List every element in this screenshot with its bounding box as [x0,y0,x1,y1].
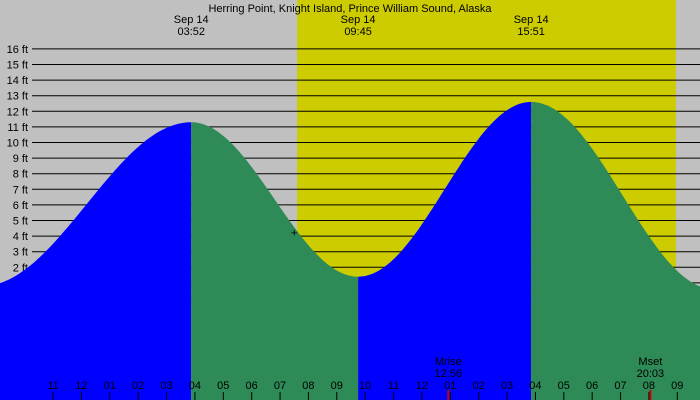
y-tick-label: 15 ft [7,60,28,72]
x-tick-label: 08 [643,380,655,392]
extreme-time-label: 09:45 [344,26,372,38]
x-tick-label: 01 [104,380,116,392]
chart-title: Herring Point, Knight Island, Prince Wil… [208,3,492,15]
y-tick-label: 14 ft [7,75,28,87]
tide-areas [0,101,700,400]
x-tick-label: 12 [416,380,428,392]
x-tick-label: 07 [274,380,286,392]
y-tick-label: 7 ft [13,184,28,196]
y-tick-label: 12 ft [7,106,28,118]
x-axis: 11 12 01 02 03 04 05 06 07 08 09 10 11 12 01 02 03 04 05 06… [47,380,683,400]
x-tick-label: 05 [558,380,570,392]
x-tick-label: 09 [671,380,683,392]
y-tick-label: 16 ft [7,44,28,56]
extreme-date-label: Sep 14 [174,14,209,26]
x-tick-label: 03 [501,380,513,392]
x-tick-label: 11 [388,380,399,392]
extreme-date-label: Sep 14 [341,14,376,26]
y-tick-label: 5 ft [13,216,28,228]
moon-event-label: Mset [638,356,662,368]
y-tick-label: 8 ft [13,169,28,181]
falling-tide-area [191,122,359,400]
x-tick-label: 07 [614,380,626,392]
x-tick-label: 02 [132,380,144,392]
x-tick-label: 04 [529,380,541,392]
y-tick-label: 3 ft [13,247,28,259]
extreme-time-label: 15:51 [517,26,545,38]
x-tick-label: 04 [189,380,201,392]
falling-tide-area [531,101,700,400]
y-tick-label: 11 ft [7,122,28,134]
rising-tide-area [358,101,532,400]
x-tick-label: 03 [160,380,172,392]
current-time-marker: + [291,227,297,239]
x-tick-label: 06 [586,380,598,392]
moon-event-label: Mrise [435,356,462,368]
extreme-time-label: 03:52 [177,26,205,38]
x-tick-label: 05 [217,380,229,392]
x-tick-label: 08 [302,380,314,392]
x-tick-label: 10 [359,380,371,392]
x-tick-label: 11 [47,380,58,392]
moon-event-time: 12:56 [435,368,463,380]
x-tick-label: 12 [75,380,87,392]
moon-event-time: 20:03 [637,368,665,380]
y-tick-label: 10 ft [7,138,28,150]
y-tick-label: 6 ft [13,200,28,212]
x-tick-label: 02 [473,380,485,392]
y-tick-label: 4 ft [13,231,28,243]
x-tick-label: 09 [331,380,343,392]
rising-tide-area [0,122,192,400]
x-tick-label: 01 [444,380,456,392]
extreme-date-label: Sep 14 [514,14,549,26]
x-tick-label: 06 [246,380,258,392]
y-tick-label: 9 ft [13,153,28,165]
y-tick-label: 13 ft [7,91,28,103]
